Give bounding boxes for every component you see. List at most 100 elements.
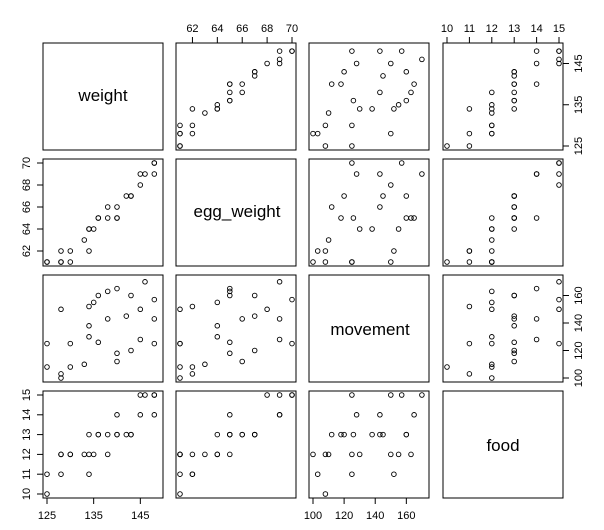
data-point-11	[356, 451, 363, 458]
panel-frame	[42, 158, 164, 267]
data-point-2	[44, 471, 50, 477]
data-point-24	[353, 412, 360, 418]
data-point-22	[403, 69, 410, 75]
data-point-25	[142, 171, 148, 177]
data-point-2	[466, 259, 473, 265]
data-point-26	[398, 48, 405, 54]
data-point-15	[104, 204, 111, 210]
data-point-5	[388, 130, 394, 137]
data-point-20	[123, 193, 130, 199]
data-point-22	[511, 193, 517, 199]
data-point-8	[81, 361, 88, 368]
data-point-25	[556, 279, 562, 285]
data-point-24	[276, 336, 283, 343]
data-point-2	[177, 143, 183, 149]
data-point-24	[137, 336, 144, 343]
data-point-1	[322, 143, 329, 149]
panel-movement-vs-food	[442, 274, 564, 383]
data-point-7	[67, 259, 74, 265]
data-point-7	[349, 122, 355, 129]
data-point-24	[533, 336, 540, 343]
data-point-27	[276, 412, 283, 418]
data-point-12	[395, 226, 402, 232]
data-point-11	[489, 106, 495, 112]
data-point-22	[251, 292, 258, 299]
data-point-8	[202, 361, 208, 368]
data-point-16	[104, 215, 111, 221]
data-point-12	[214, 102, 221, 108]
data-point-8	[489, 237, 495, 243]
data-point-28	[289, 48, 295, 54]
data-point-8	[81, 451, 88, 458]
data-point-6	[489, 364, 495, 370]
tick-label: 13	[508, 23, 520, 35]
data-point-18	[338, 215, 344, 221]
panel-frame	[175, 390, 297, 499]
diagonal-label-weight: weight	[77, 86, 127, 105]
data-point-22	[251, 69, 258, 75]
data-point-10	[511, 106, 517, 112]
data-point-18	[114, 350, 120, 357]
data-point-18	[338, 81, 344, 87]
data-point-9	[189, 303, 196, 310]
data-point-9	[466, 303, 473, 310]
data-point-5	[388, 451, 394, 458]
data-point-7	[67, 451, 74, 458]
data-point-13	[350, 431, 357, 438]
data-point-9	[466, 248, 473, 254]
data-point-27	[533, 316, 540, 322]
data-point-16	[408, 215, 414, 221]
data-point-7	[489, 340, 495, 347]
data-point-19	[114, 215, 120, 221]
panel-weight-vs-weight	[42, 42, 164, 151]
data-point-22	[403, 431, 410, 438]
panel-frame	[42, 42, 164, 151]
data-point-26	[289, 296, 295, 303]
data-point-13	[350, 215, 357, 221]
data-point-12	[90, 226, 97, 232]
data-point-17	[114, 358, 120, 365]
data-point-11	[489, 334, 495, 340]
data-point-24	[137, 171, 144, 177]
data-point-18	[511, 350, 517, 357]
data-point-5	[489, 130, 495, 137]
data-point-2	[44, 259, 50, 265]
data-point-4	[310, 451, 316, 458]
data-point-21	[341, 193, 347, 199]
tick-label: 145	[131, 510, 149, 522]
data-point-11	[86, 226, 92, 232]
tick-label: 125	[573, 137, 585, 155]
data-point-28	[556, 340, 562, 347]
data-point-25	[142, 279, 148, 285]
data-point-7	[177, 451, 183, 458]
data-point-11	[214, 334, 221, 340]
data-point-15	[239, 89, 245, 96]
data-point-19	[533, 81, 540, 87]
data-point-12	[214, 451, 221, 458]
data-point-1	[322, 259, 329, 265]
data-point-23	[388, 60, 394, 67]
tick-label: 14	[21, 409, 33, 421]
panel-frame	[175, 158, 297, 267]
x-axis-movement-bottom: 100 120 140 160	[304, 498, 416, 522]
data-point-4	[489, 375, 495, 381]
data-point-8	[81, 237, 88, 243]
data-point-10	[86, 431, 92, 438]
data-point-10	[214, 431, 221, 438]
tick-label: 100	[304, 510, 322, 522]
tick-label: 10	[441, 23, 453, 35]
data-point-21	[511, 347, 517, 354]
data-point-27	[151, 412, 158, 418]
data-point-6	[189, 364, 196, 370]
panel-frame	[442, 42, 564, 151]
panel-movement-vs-egg-weight	[175, 274, 297, 383]
tick-label: 140	[573, 314, 585, 332]
data-point-23	[264, 392, 270, 398]
data-point-20	[511, 313, 517, 319]
data-point-7	[349, 259, 355, 265]
axis-layer: 62 64 66 68 70 10 11 12 13 14 15 125 135 145 100 120 140…	[21, 23, 585, 522]
data-point-28	[151, 160, 158, 166]
tick-label: 100	[573, 369, 585, 387]
data-point-2	[349, 471, 355, 477]
